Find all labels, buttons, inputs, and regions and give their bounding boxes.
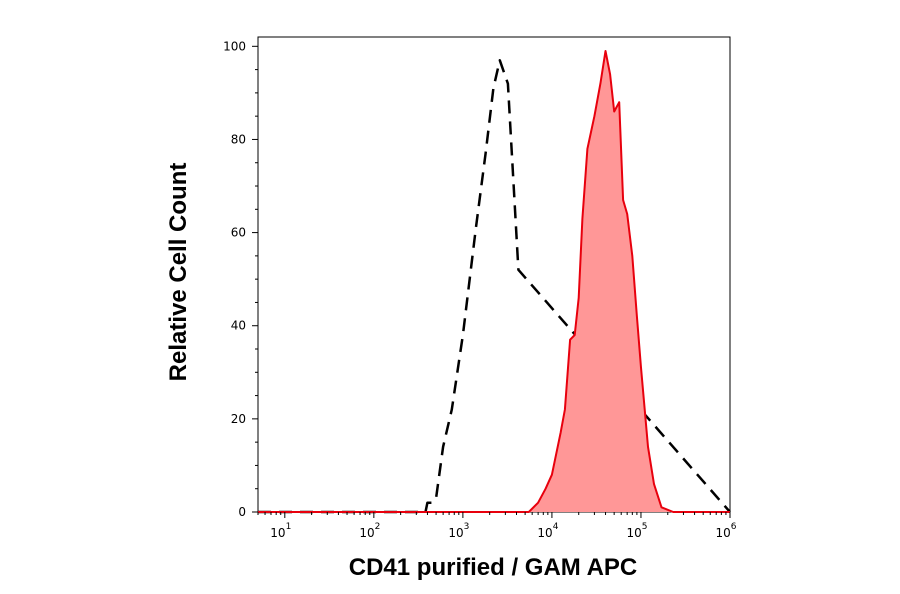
series-0-line	[258, 59, 731, 514]
x-tick-base: 10	[448, 526, 463, 540]
x-tick-base: 10	[537, 526, 552, 540]
y-axis-title: Relative Cell Count	[165, 163, 192, 382]
plot-frame	[257, 36, 731, 513]
x-tick-label-3: 103	[448, 522, 469, 540]
x-tick-base: 10	[715, 526, 730, 540]
y-tick-label-100: 100	[223, 39, 246, 53]
x-tick-label-1: 101	[270, 522, 291, 540]
x-tick-base: 10	[359, 526, 374, 540]
y-tick-label-20: 20	[231, 412, 246, 426]
x-tick-label-2: 102	[359, 522, 380, 540]
x-tick-exponent: 3	[464, 522, 470, 532]
series-1-fill	[258, 51, 730, 512]
x-tick-label-4: 104	[537, 522, 558, 540]
x-tick-base: 10	[626, 526, 641, 540]
x-tick-label-5: 105	[626, 522, 647, 540]
series-1-line	[258, 50, 730, 513]
x-tick-exponent: 1	[286, 522, 292, 532]
x-tick-base: 10	[270, 526, 285, 540]
y-axis-label: Relative Cell Count	[165, 163, 192, 382]
x-tick-label-6: 106	[715, 522, 736, 540]
y-tick-label-80: 80	[231, 132, 246, 146]
x-tick-exponent: 4	[553, 522, 559, 532]
y-tick-label-0: 0	[238, 505, 246, 519]
x-axis-title: CD41 purified / GAM APC	[349, 554, 637, 581]
y-tick-label-40: 40	[231, 319, 246, 333]
x-axis-label: CD41 purified / GAM APC	[349, 554, 637, 581]
x-tick-exponent: 5	[642, 522, 648, 532]
y-tick-label-60: 60	[231, 226, 246, 240]
x-tick-exponent: 2	[375, 522, 381, 532]
x-tick-exponent: 6	[731, 522, 737, 532]
